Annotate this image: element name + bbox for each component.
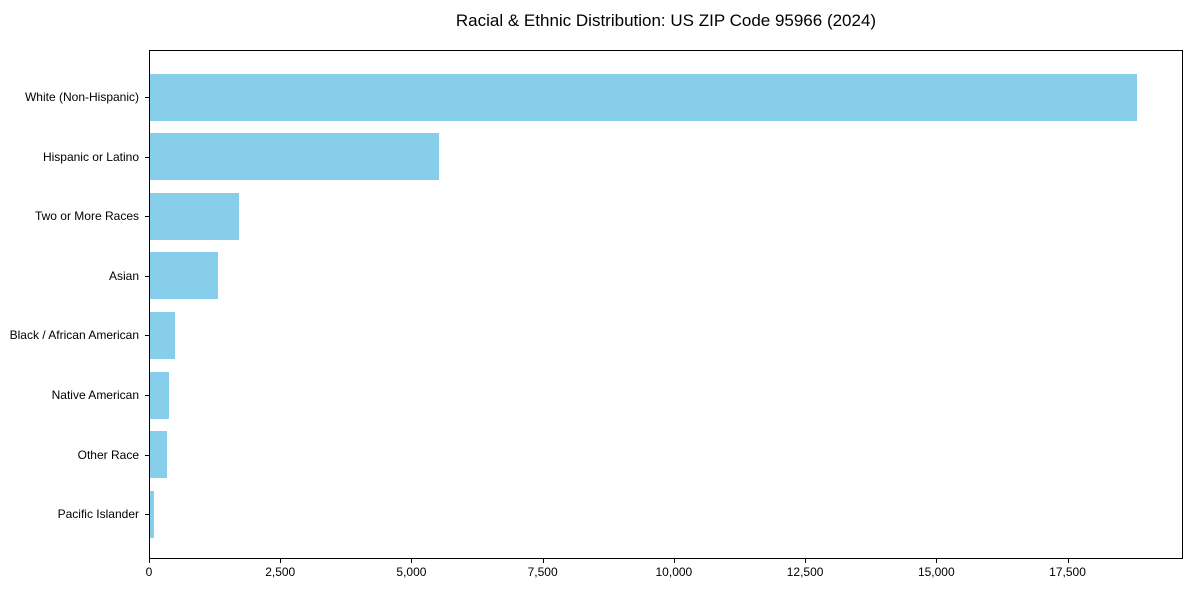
x-tick-label-10000: 10,000 [655, 565, 693, 579]
x-tick-label-17500: 17,500 [1049, 565, 1086, 579]
x-tick-mark [805, 559, 807, 563]
y-tick-label-black-african-american: Black / African American [9, 328, 139, 343]
bar-native-american [150, 371, 170, 419]
y-tick-label-two-or-more-races: Two or More Races [34, 209, 139, 224]
x-tick-label-2500: 2,500 [265, 565, 296, 579]
x-tick-mark [149, 559, 150, 563]
bar-asian [150, 252, 219, 300]
y-tick-label-white-non-hispanic: White (Non-Hispanic) [24, 90, 139, 104]
x-tick-mark [936, 559, 938, 563]
y-tick-mark [145, 395, 149, 396]
y-tick-mark [145, 335, 149, 337]
bar-other-race [150, 431, 168, 479]
y-tick-label-other-race: Other Race [77, 447, 139, 462]
y-tick-mark [145, 275, 149, 277]
x-tick-mark [673, 559, 675, 563]
x-tick-mark [542, 559, 544, 563]
bar-pacific-islander [150, 490, 154, 538]
bar-two-or-more-races [150, 192, 239, 240]
y-tick-label-asian: Asian [108, 268, 139, 283]
x-tick-mark [280, 559, 282, 563]
x-tick-mark [411, 559, 413, 563]
bar-white-non-hispanic [150, 73, 1137, 121]
plot-area [149, 50, 1183, 559]
x-tick-label-0: 0 [145, 565, 153, 579]
bar-black-african-american [150, 311, 176, 359]
y-tick-mark [145, 156, 149, 158]
x-tick-mark [1067, 559, 1069, 563]
x-tick-label-7500: 7,500 [527, 565, 558, 579]
y-tick-label-native-american: Native American [51, 388, 139, 402]
x-tick-label-12500: 12,500 [786, 565, 824, 579]
y-tick-mark [145, 97, 149, 98]
x-tick-label-15000: 15,000 [917, 565, 955, 579]
y-tick-mark [145, 514, 149, 516]
chart-title: Racial & Ethnic Distribution: US ZIP Cod… [455, 11, 877, 30]
y-tick-label-pacific-islander: Pacific Islander [57, 507, 139, 522]
bar-hispanic-or-latino [150, 133, 439, 181]
y-tick-mark [145, 216, 149, 218]
y-tick-mark [145, 454, 149, 456]
x-tick-label-5000: 5,000 [396, 565, 427, 579]
y-tick-label-hispanic-or-latino: Hispanic or Latino [42, 149, 139, 164]
